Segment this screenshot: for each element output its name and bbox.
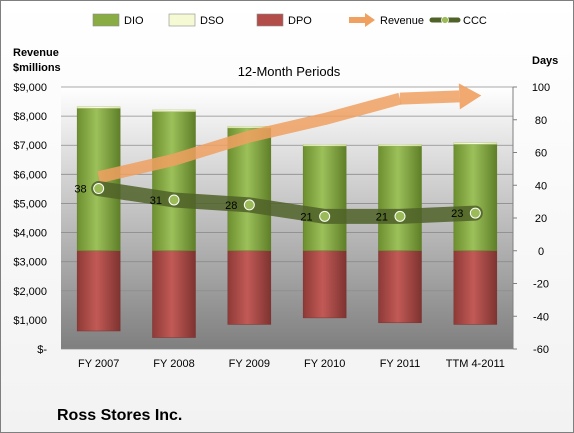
dso-bar bbox=[453, 142, 498, 145]
dio-bar bbox=[227, 127, 272, 251]
dpo-bar bbox=[378, 250, 422, 324]
dpo-bar bbox=[152, 250, 196, 338]
revenue-arrowhead bbox=[458, 83, 482, 110]
dso-bar bbox=[302, 144, 347, 147]
ccc-data-label: 31 bbox=[150, 195, 162, 207]
dio-bar bbox=[378, 145, 422, 251]
left-tick-label: $9,000 bbox=[13, 82, 47, 94]
ccc-line bbox=[91, 181, 483, 224]
x-tick-label: FY 2010 bbox=[304, 358, 345, 370]
left-tick-label: $2,000 bbox=[13, 286, 47, 298]
dio-bar bbox=[152, 111, 196, 251]
x-tick-label: TTM 4-2011 bbox=[446, 358, 505, 370]
right-tick-label: 100 bbox=[532, 82, 550, 94]
legend-label: CCC bbox=[463, 15, 487, 27]
dpo-bar bbox=[302, 250, 347, 319]
right-tick-label: -20 bbox=[533, 279, 549, 291]
ccc-data-label: 23 bbox=[451, 208, 463, 220]
dio-bar bbox=[453, 144, 498, 251]
left-tick-label: $8,000 bbox=[13, 111, 47, 123]
ccc-data-label: 28 bbox=[225, 200, 237, 212]
legend-label: DSO bbox=[200, 15, 224, 27]
left-tick-label: $1,000 bbox=[13, 315, 47, 327]
right-tick-label: -60 bbox=[533, 344, 549, 356]
x-tick-label: FY 2011 bbox=[380, 358, 421, 370]
right-tick-label: 0 bbox=[538, 246, 544, 258]
right-axis-label: Days bbox=[532, 55, 558, 67]
right-tick-label: -40 bbox=[533, 311, 549, 323]
ccc-marker bbox=[319, 210, 331, 222]
x-tick-label: FY 2009 bbox=[229, 358, 270, 370]
x-tick-label: FY 2008 bbox=[153, 358, 194, 370]
dso-bar bbox=[378, 144, 422, 147]
revenue-line-end bbox=[399, 90, 460, 105]
right-tick-label: 60 bbox=[535, 148, 547, 160]
legend-label: DPO bbox=[288, 15, 312, 27]
ccc-data-label: 38 bbox=[74, 184, 86, 196]
ccc-marker bbox=[243, 199, 255, 211]
left-tick-label: $7,000 bbox=[13, 140, 47, 152]
right-tick-label: 20 bbox=[535, 213, 547, 225]
dpo-bar bbox=[76, 250, 121, 332]
ccc-marker bbox=[394, 210, 406, 222]
legend-swatch-revenue-head bbox=[365, 13, 375, 27]
legend-swatch bbox=[92, 13, 120, 27]
left-tick-label: $4,000 bbox=[13, 228, 47, 240]
chart-title: 12-Month Periods bbox=[238, 64, 341, 79]
dpo-bar bbox=[453, 250, 498, 325]
legend-swatch-ccc-marker bbox=[441, 16, 449, 24]
left-tick-label: $5,000 bbox=[13, 198, 47, 210]
left-axis-label-line2: $millions bbox=[13, 62, 61, 74]
revenue-line bbox=[97, 92, 402, 184]
right-tick-label: 80 bbox=[535, 115, 547, 127]
ccc-marker bbox=[93, 183, 105, 195]
left-tick-label: $3,000 bbox=[13, 257, 47, 269]
dso-bar bbox=[76, 106, 121, 109]
ccc-data-label: 21 bbox=[376, 211, 388, 223]
legend-swatch bbox=[256, 13, 284, 27]
x-tick-label: FY 2007 bbox=[78, 358, 119, 370]
company-name: Ross Stores Inc. bbox=[57, 407, 182, 424]
dio-bar bbox=[302, 145, 347, 251]
left-axis-label-line1: Revenue bbox=[13, 47, 59, 59]
right-tick-label: 40 bbox=[535, 180, 547, 192]
dpo-bar bbox=[227, 250, 272, 325]
left-tick-label: $- bbox=[37, 344, 47, 356]
legend-swatch bbox=[168, 13, 196, 27]
legend-label: Revenue bbox=[380, 15, 424, 27]
legend-label: DIO bbox=[124, 15, 144, 27]
ccc-data-label: 21 bbox=[300, 211, 312, 223]
dso-bar bbox=[152, 109, 196, 112]
ccc-marker bbox=[469, 207, 481, 219]
left-tick-label: $6,000 bbox=[13, 169, 47, 181]
legend-swatch-revenue bbox=[349, 17, 367, 23]
ccc-marker bbox=[168, 194, 180, 206]
